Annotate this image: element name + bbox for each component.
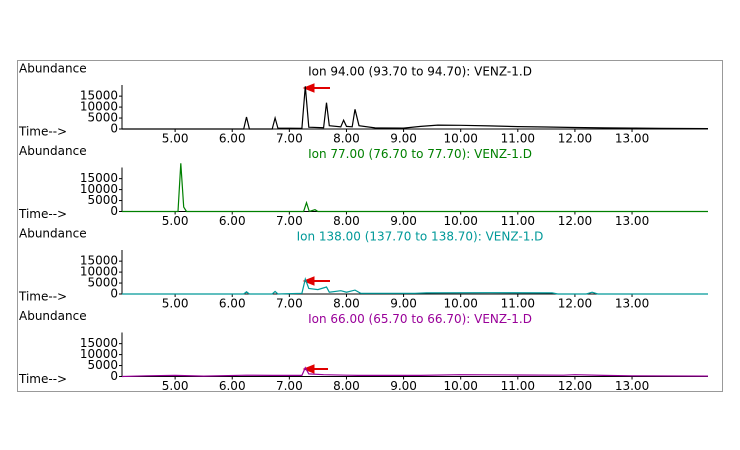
x-tick-label: 13.00 [615,379,649,393]
y-tick-label: 10000 [80,182,118,196]
x-tick-label: 10.00 [444,379,478,393]
series-line [122,277,708,295]
x-tick-label: 11.00 [501,379,535,393]
x-tick-label: 12.00 [558,214,592,228]
y-tick-label: 15000 [80,336,118,350]
x-axis-label: Time--> [18,372,67,386]
x-tick-label: 6.00 [219,132,246,146]
chart-title: Ion 138.00 (137.70 to 138.70): VENZ-1.D [297,230,544,244]
x-tick-label: 7.00 [276,297,303,311]
x-tick-label: 6.00 [219,297,246,311]
x-tick-label: 11.00 [501,297,535,311]
x-axis-label: Time--> [18,207,67,221]
series-line [122,163,708,213]
annotation-arrows [302,83,330,374]
y-tick-label: 15000 [80,254,118,268]
x-tick-label: 9.00 [390,297,417,311]
x-tick-label: 5.00 [162,214,189,228]
chart-title: Ion 66.00 (65.70 to 66.70): VENZ-1.D [308,312,532,326]
x-tick-label: 12.00 [558,379,592,393]
y-tick-label: 0 [110,204,118,218]
y-tick-label: 5000 [87,111,118,125]
series-line [121,366,709,378]
x-tick-label: 7.00 [276,132,303,146]
y-tick-label: 5000 [87,193,118,207]
arrow-head [302,83,315,93]
y-tick-label: 0 [110,369,118,383]
y-tick-label: 15000 [80,171,118,185]
y-tick-label: 5000 [87,276,118,290]
x-tick-label: 10.00 [444,132,478,146]
x-tick-label: 9.00 [390,132,417,146]
x-tick-label: 13.00 [615,297,649,311]
y-tick-label: 10000 [80,265,118,279]
y-tick-label: 15000 [80,89,118,103]
x-tick-label: 10.00 [444,214,478,228]
y-axis-label: Abundance [19,309,87,323]
x-tick-label: 7.00 [276,379,303,393]
y-axis-label: Abundance [19,62,87,76]
y-axis-label: Abundance [19,227,87,241]
x-tick-label: 6.00 [219,379,246,393]
x-tick-label: 8.00 [333,297,360,311]
y-tick-label: 5000 [87,358,118,372]
x-tick-label: 8.00 [333,132,360,146]
x-tick-label: 5.00 [162,132,189,146]
chart-title: Ion 77.00 (76.70 to 77.70): VENZ-1.D [308,147,532,161]
x-tick-label: 11.00 [501,132,535,146]
chart-title: Ion 94.00 (93.70 to 94.70): VENZ-1.D [308,65,532,79]
x-tick-label: 5.00 [162,297,189,311]
x-tick-label: 12.00 [558,297,592,311]
y-tick-label: 0 [110,287,118,301]
x-tick-label: 13.00 [615,132,649,146]
x-axis-label: Time--> [18,290,67,304]
y-tick-label: 10000 [80,347,118,361]
x-tick-label: 10.00 [444,297,478,311]
y-tick-label: 10000 [80,100,118,114]
frame [17,60,723,392]
x-tick-label: 8.00 [333,379,360,393]
series-line [122,86,709,130]
x-tick-label: 8.00 [333,214,360,228]
x-tick-label: 11.00 [501,214,535,228]
x-tick-label: 9.00 [390,379,417,393]
x-axis-label: Time--> [18,125,67,139]
arrow-head [302,276,315,286]
x-tick-label: 13.00 [615,214,649,228]
arrow-head [302,364,315,374]
x-tick-label: 5.00 [162,379,189,393]
y-tick-label: 0 [110,122,118,136]
x-tick-label: 9.00 [390,214,417,228]
x-tick-label: 7.00 [276,214,303,228]
y-axis-label: Abundance [19,144,87,158]
x-tick-label: 12.00 [558,132,592,146]
x-tick-label: 6.00 [219,214,246,228]
